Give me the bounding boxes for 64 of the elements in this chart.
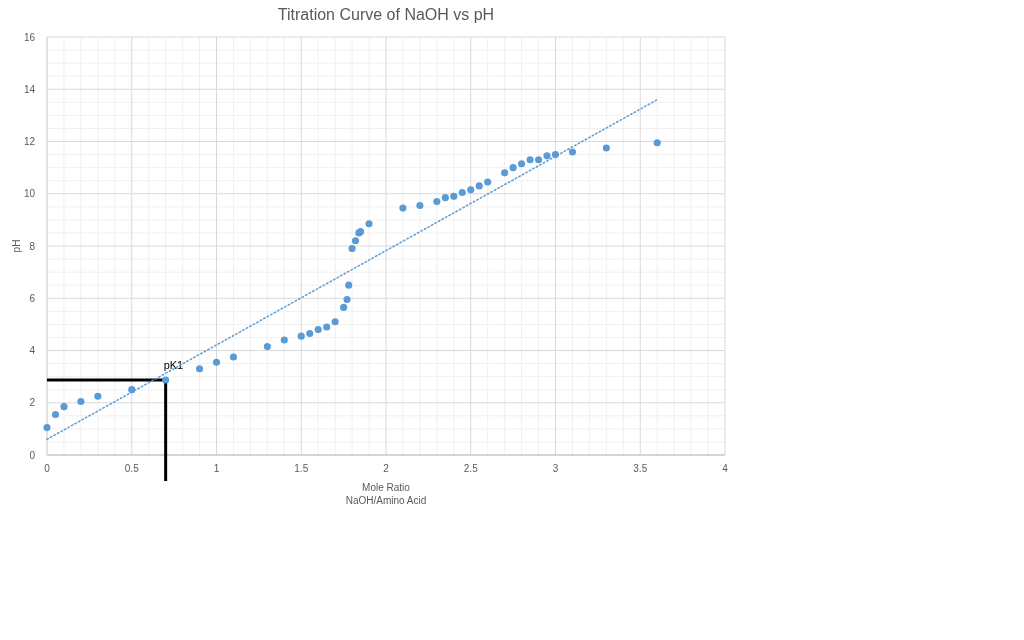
y-tick-label: 10: [23, 188, 36, 200]
point: [365, 220, 373, 228]
point: [551, 151, 560, 159]
point: [399, 204, 407, 212]
x-tick-label: 1: [213, 463, 220, 474]
point: [526, 156, 534, 164]
point: [128, 386, 136, 394]
x-tick-label: 3.5: [633, 463, 648, 474]
point: [60, 403, 68, 411]
point: [433, 198, 441, 206]
point: [543, 152, 551, 160]
x-tick-label: 0: [44, 463, 51, 474]
point: [263, 343, 271, 351]
x-tick-label: 1.5: [294, 463, 309, 474]
point: [331, 318, 339, 326]
x-tick-label: 4: [722, 463, 729, 474]
y-axis-title: pH: [11, 239, 22, 253]
y-tick-label: 8: [29, 240, 36, 252]
point: [343, 296, 351, 304]
point: [351, 237, 360, 245]
point: [509, 164, 517, 172]
point: [475, 182, 483, 190]
point: [348, 245, 356, 253]
point: [314, 326, 322, 334]
point: [229, 353, 238, 361]
point: [458, 188, 466, 196]
x-tick-label: 0.5: [124, 463, 140, 474]
y-tick-label: 6: [29, 292, 36, 304]
point: [416, 201, 424, 210]
point: [441, 194, 449, 202]
x-tick-label: 2.5: [463, 463, 479, 474]
point: [568, 148, 577, 156]
point: [51, 410, 60, 419]
point: [43, 424, 51, 432]
point: [602, 144, 610, 152]
y-tick-label: 4: [29, 345, 36, 356]
point: [195, 365, 204, 373]
point: [162, 376, 170, 384]
point: [323, 323, 331, 331]
point: [297, 332, 305, 340]
point: [534, 156, 543, 164]
point: [94, 392, 102, 400]
point: [340, 303, 348, 311]
y-tick-label: 14: [23, 83, 36, 95]
y-tick-label: 0: [29, 449, 36, 461]
y-tick-label: 12: [23, 136, 36, 147]
x-tick-label: 2: [383, 463, 390, 474]
x-tick-label: 3: [552, 463, 559, 474]
y-tick-label: 16: [23, 31, 36, 43]
point: [77, 397, 85, 405]
y-tick-label: 2: [29, 397, 36, 409]
chart-title: Titration Curve of NaOH vs pH: [277, 6, 495, 23]
point: [484, 178, 492, 186]
point: [280, 336, 288, 344]
point: [501, 169, 509, 177]
point: [467, 186, 475, 194]
point: [450, 192, 458, 200]
point: [345, 281, 353, 289]
point: [653, 139, 661, 147]
point: [518, 160, 526, 168]
annotation: pK1: [163, 359, 184, 372]
x-axis-title: Mole Ratio NaOH/Amino Acid: [345, 482, 427, 506]
point: [212, 358, 221, 366]
point: [306, 329, 314, 338]
